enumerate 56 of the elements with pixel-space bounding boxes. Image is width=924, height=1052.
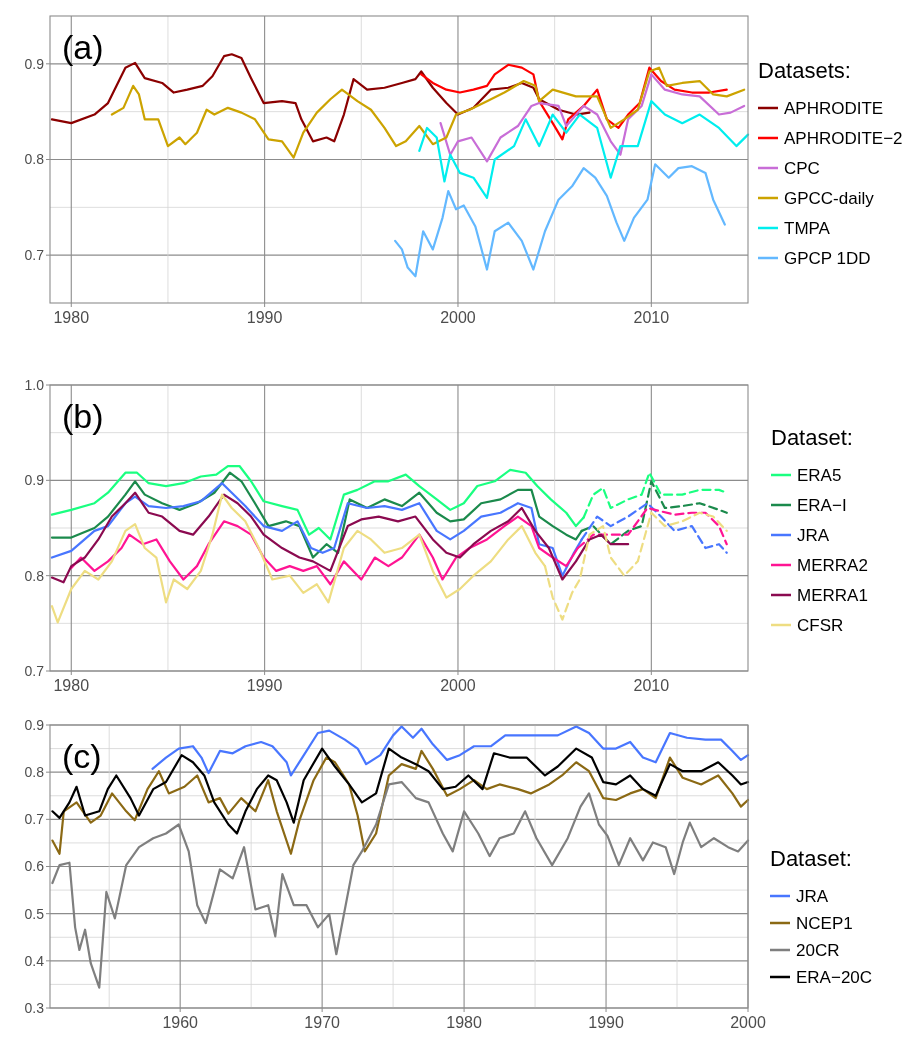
legend-label: MERRA1 [797,585,868,605]
y-tick-label: 0.7 [24,662,45,679]
legend-label: CFSR [797,615,844,635]
y-tick-label: 0.7 [24,247,45,264]
x-tick-label: 1980 [53,309,90,326]
legend-label: ERA−20C [796,967,873,987]
legend-label: CPC [784,158,820,178]
legend-label: ERA−I [797,495,847,515]
x-tick-label: 1960 [162,1014,199,1031]
legend-label: 20CR [796,940,840,960]
chart-title: (b) [62,397,104,435]
y-tick-label: 0.8 [24,567,45,584]
legend-label: MERRA2 [797,555,868,575]
y-tick-label: 0.6 [24,858,45,875]
legend-label: GPCC-daily [784,188,875,208]
y-tick-label: 0.5 [24,905,45,922]
line-series [394,163,726,278]
y-tick-label: 0.8 [24,151,45,168]
line-series [151,725,750,777]
legend-title: Datasets: [758,58,851,83]
x-tick-label: 1990 [246,309,283,326]
y-tick-label: 0.9 [24,472,45,489]
legend-title: Dataset: [770,846,852,871]
legend-label: TMPA [784,218,831,238]
line-series [420,63,728,141]
chart-title: (c) [62,737,102,775]
legend-label: NCEP1 [796,913,853,933]
line-series [439,73,746,163]
y-tick-label: 0.3 [24,999,45,1016]
x-tick-label: 2000 [440,677,476,694]
y-tick-label: 0.9 [24,55,45,72]
y-tick-label: 1.0 [24,376,45,393]
x-tick-label: 1980 [446,1014,482,1031]
y-tick-label: 0.9 [24,716,45,733]
legend-title: Dataset: [771,425,853,450]
legend-label: GPCP 1DD [784,248,871,268]
x-tick-label: 1990 [246,677,283,694]
x-tick-label: 1970 [304,1014,341,1031]
legend-label: APHRODITE [784,98,884,118]
y-tick-label: 0.8 [24,764,45,781]
x-tick-label: 2000 [440,309,476,326]
x-tick-label: 2000 [730,1014,766,1031]
x-tick-label: 2010 [633,677,670,694]
legend-label: ERA5 [797,465,842,485]
legend-label: JRA [797,525,830,545]
y-tick-label: 0.7 [24,811,45,828]
x-tick-label: 1990 [588,1014,624,1031]
legend-label: JRA [796,886,829,906]
chart-title: (a) [62,28,104,66]
y-tick-label: 0.4 [24,952,45,969]
line-series [418,100,750,199]
line-series [50,491,630,584]
x-tick-label: 2010 [633,309,670,326]
x-tick-label: 1980 [53,677,90,694]
legend-label: APHRODITE−2 [784,128,903,148]
line-series [110,66,746,159]
